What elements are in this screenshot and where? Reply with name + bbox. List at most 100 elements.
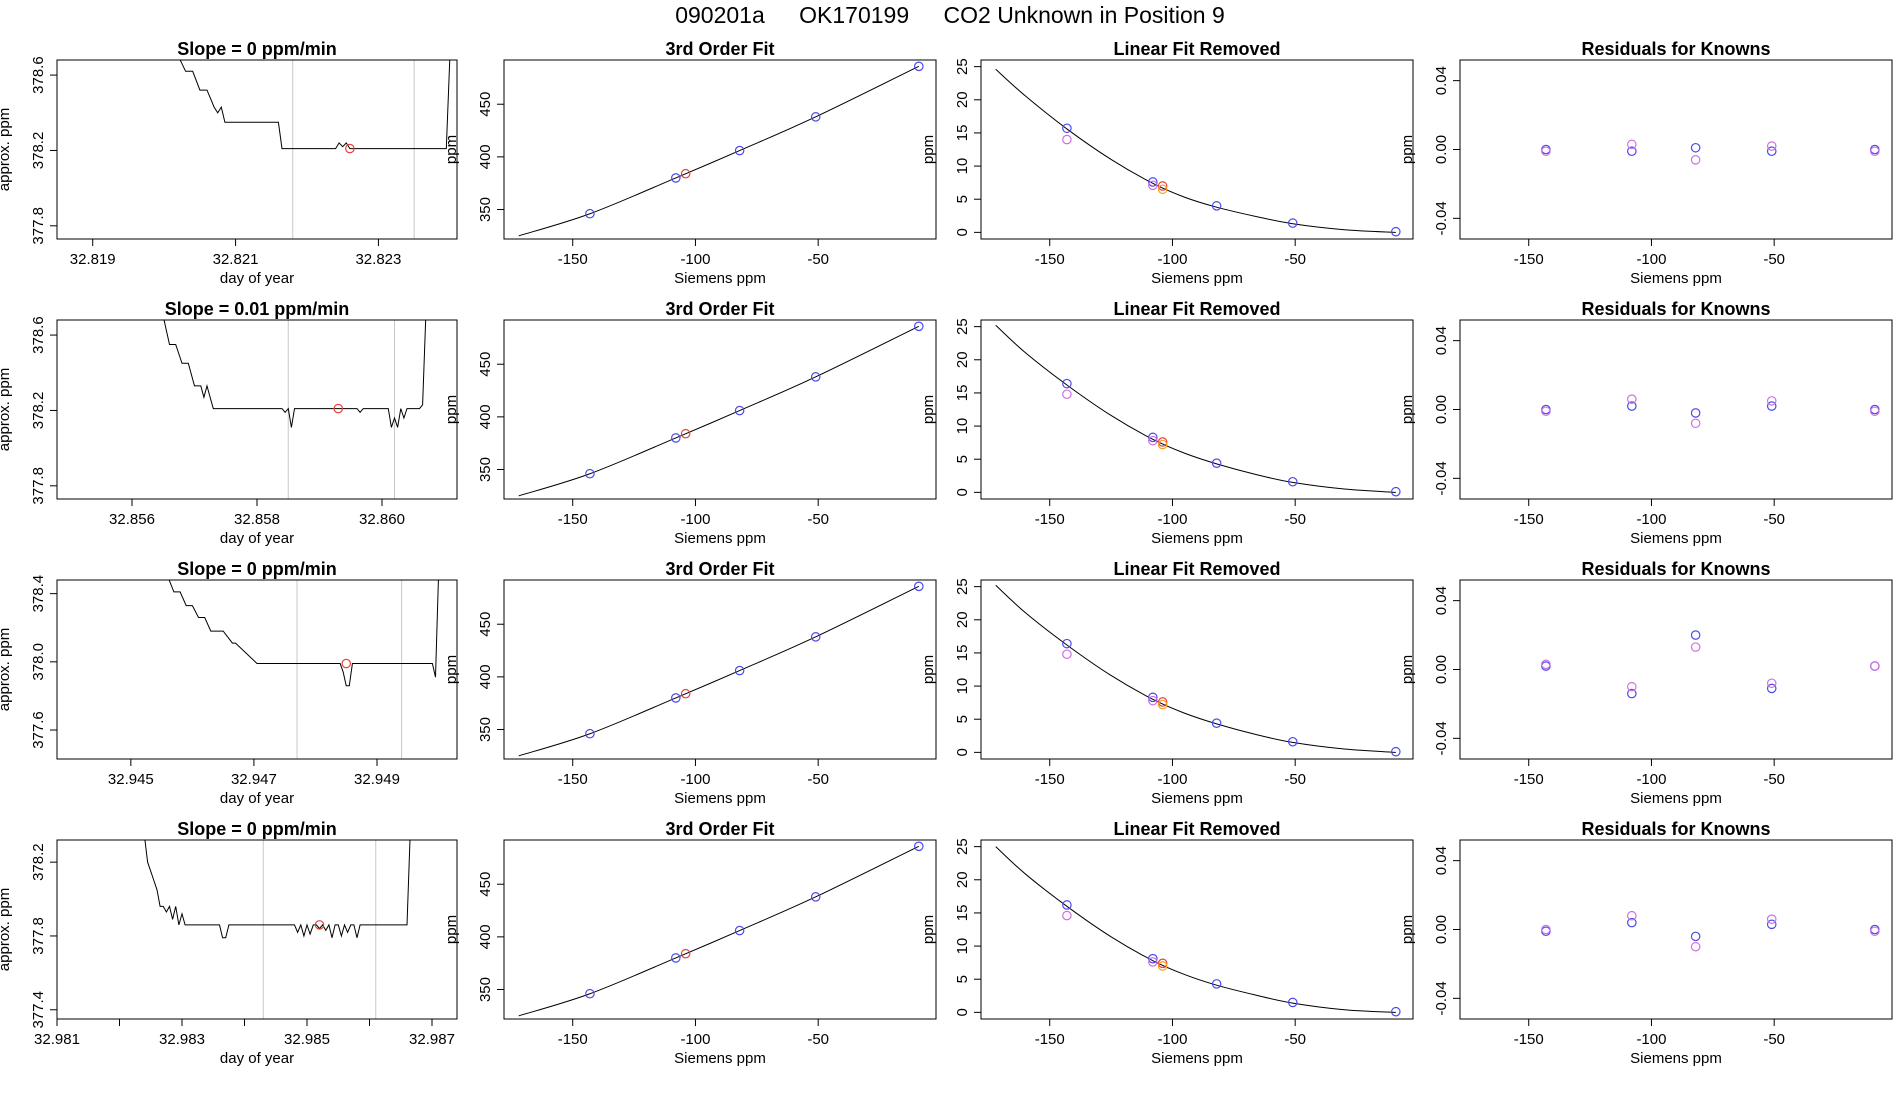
y-axis-label: ppm [920, 915, 937, 944]
panel-time-row4: Slope = 0 ppm/min day of year approx. ppm 3… [0, 819, 458, 1067]
x-tick-label: -100 [1157, 771, 1187, 788]
y-axis-label: ppm [1399, 915, 1416, 944]
panel-linear-row1: Linear Fit Removed Siemens ppm ppm -150 -100… [920, 39, 1414, 287]
panel-title: Slope = 0 ppm/min [177, 559, 337, 579]
x-tick-label: -50 [1284, 251, 1306, 268]
y-tick-label: 377.8 [30, 917, 47, 955]
plot-frame [503, 579, 937, 760]
plot-frame [56, 579, 458, 760]
panel-title: Slope = 0 ppm/min [177, 819, 337, 839]
data-point [1870, 406, 1880, 417]
x-tick-label: 32.821 [213, 251, 259, 268]
data-point [1157, 437, 1168, 447]
y-tick-label: 25 [954, 58, 971, 75]
panel-resid-row2: Residuals for Knowns Siemens ppm ppm -150 -1… [1399, 299, 1893, 547]
fit-curve [995, 324, 1396, 493]
x-tick-label: 32.945 [108, 771, 154, 788]
panel-resid-row1: Residuals for Knowns Siemens ppm ppm -150 -1… [1399, 39, 1893, 287]
x-tick-label: -150 [558, 771, 588, 788]
x-axis-label: Siemens ppm [1151, 790, 1243, 807]
data-point [1157, 181, 1168, 191]
data-point [1148, 180, 1158, 191]
data-point [680, 168, 691, 179]
data-point [314, 920, 325, 930]
data-point [914, 61, 924, 72]
plot-area [144, 840, 411, 1019]
fit-curve [518, 845, 920, 1017]
data-point [345, 143, 355, 154]
x-axis-label: Siemens ppm [1151, 530, 1243, 547]
plot-area [163, 320, 427, 499]
panel-linear-row3: Linear Fit Removed Siemens ppm ppm -150 -100… [920, 559, 1414, 807]
y-tick-label: 378.2 [30, 843, 47, 881]
plot-frame [980, 59, 1414, 240]
y-tick-label: 15 [954, 905, 971, 922]
fit-curve [518, 585, 920, 757]
y-tick-label: 15 [954, 645, 971, 662]
data-point [333, 403, 344, 414]
x-axis-label: day of year [220, 1050, 294, 1067]
plot-frame [980, 579, 1414, 760]
x-tick-label: -100 [1636, 771, 1666, 788]
data-point [1157, 184, 1168, 195]
x-tick-label: -150 [558, 251, 588, 268]
panel-fit-row3: 3rd Order Fit Siemens ppm ppm -150 -100 -50 35… [443, 559, 937, 807]
data-point [914, 581, 924, 592]
plot-area [518, 585, 920, 757]
y-tick-label: 450 [477, 92, 494, 117]
data-point [1148, 953, 1158, 964]
y-tick-label: 10 [954, 938, 971, 955]
data-point [1541, 146, 1551, 157]
x-tick-label: -50 [1763, 771, 1785, 788]
y-axis-label: approx. ppm [0, 368, 13, 451]
plot-frame [1459, 839, 1893, 1020]
y-tick-label: 377.8 [30, 467, 47, 505]
y-axis-label: ppm [920, 395, 937, 424]
data-point [1541, 406, 1551, 417]
x-tick-label: 32.949 [354, 771, 400, 788]
data-point [1062, 389, 1072, 400]
data-point [1766, 919, 1777, 930]
fit-curve [995, 846, 1396, 1013]
run-date: 090201a [675, 2, 765, 28]
data-point [810, 372, 821, 382]
y-tick-label: 0.04 [1433, 846, 1450, 875]
y-axis-label: approx. ppm [0, 628, 13, 711]
x-axis-label: Siemens ppm [1151, 270, 1243, 287]
y-tick-label: 0.04 [1433, 326, 1450, 355]
panel-title: Linear Fit Removed [1113, 559, 1280, 579]
data-point [1062, 378, 1072, 389]
y-tick-label: 378.6 [30, 316, 47, 354]
data-point [1157, 697, 1168, 707]
y-tick-label: 400 [477, 404, 494, 429]
fit-curve [995, 584, 1396, 753]
panel-title: Residuals for Knowns [1581, 559, 1770, 579]
data-point [1766, 683, 1777, 694]
plot-frame [1459, 319, 1893, 500]
x-tick-label: 32.947 [231, 771, 277, 788]
y-axis-label: ppm [920, 135, 937, 164]
x-axis-label: day of year [220, 270, 294, 287]
plot-frame [1459, 59, 1893, 240]
panel-resid-row4: Residuals for Knowns Siemens ppm ppm -150 -1… [1399, 819, 1893, 1067]
data-point [1541, 924, 1551, 935]
page-title: 090201a OK170199 CO2 Unknown in Position… [0, 2, 1900, 29]
tank-id: OK170199 [799, 2, 910, 28]
y-tick-label: 25 [954, 838, 971, 855]
y-tick-label: 15 [954, 125, 971, 142]
data-point [1211, 201, 1222, 211]
panel-linear-row2: Linear Fit Removed Siemens ppm ppm -150 -100… [920, 299, 1414, 547]
panel-title: Residuals for Knowns [1581, 39, 1770, 59]
y-tick-label: 350 [477, 977, 494, 1002]
fit-curve [518, 65, 920, 237]
data-point [1148, 177, 1158, 187]
x-axis-label: Siemens ppm [674, 1050, 766, 1067]
y-tick-label: 400 [477, 664, 494, 689]
x-tick-label: -50 [1284, 771, 1306, 788]
y-tick-label: 0.04 [1433, 66, 1450, 95]
y-tick-label: 5 [954, 975, 971, 983]
panel-linear-row4: Linear Fit Removed Siemens ppm ppm -150 -100… [920, 819, 1414, 1067]
data-point [1690, 642, 1701, 652]
x-tick-label: -100 [1636, 1031, 1666, 1048]
panel-title: Residuals for Knowns [1581, 299, 1770, 319]
